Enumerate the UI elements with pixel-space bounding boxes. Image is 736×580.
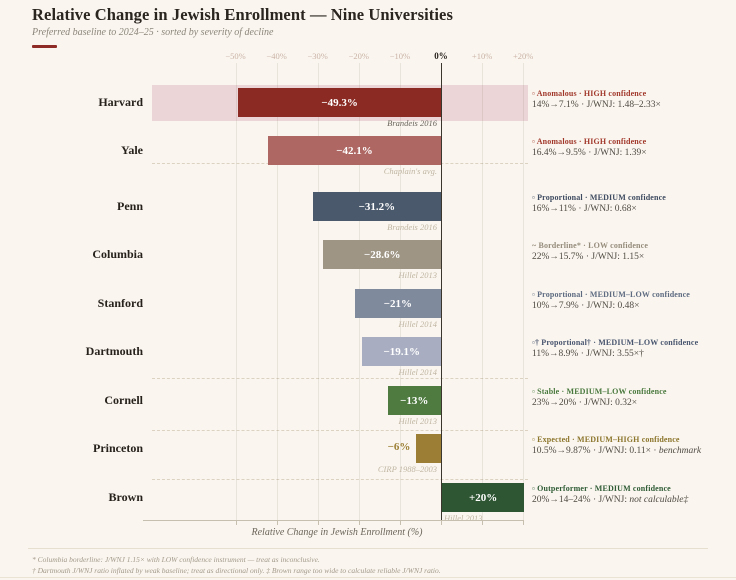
annotation-detail: 10.5%→9.87% · J/WNJ: 0.11× · benchmark (532, 446, 702, 456)
annotation-title: ~ Borderline* · LOW confidence (532, 241, 649, 250)
accent-dash (32, 45, 57, 48)
axis-tick-label: −50% (225, 51, 246, 61)
annotation-brown: ▫ Outperformer · MEDIUM confidence 20%→14… (532, 484, 734, 505)
annotation-title: ▫† Proportional† · MEDIUM–LOW confidence (532, 338, 699, 347)
row-label-princeton: Princeton (93, 441, 143, 455)
bar-value-label: −31.2% (358, 200, 396, 213)
gridline (317, 63, 319, 520)
bar-source-label: Hillel 2013 (398, 416, 437, 426)
bar-value-label: −6% (387, 441, 411, 453)
annotation-title: ▫ Outperformer · MEDIUM confidence (532, 484, 671, 493)
annotation-dartmouth: ▫† Proportional† · MEDIUM–LOW confidence… (532, 338, 734, 359)
group-separator (152, 479, 528, 480)
page-title: Relative Change in Jewish Enrollment — N… (32, 5, 453, 24)
row-label-harvard: Harvard (98, 95, 143, 109)
annotation-title: ▫ Anomalous · HIGH confidence (532, 89, 647, 98)
x-axis-title: Relative Change in Jewish Enrollment (%) (251, 527, 423, 538)
annotation-detail: 10%→7.9% · J/WNJ: 0.48× (532, 301, 640, 311)
row-label-yale: Yale (121, 143, 143, 157)
bar-source-label: CIRP 1988–2003 (377, 464, 437, 474)
annotation-detail: 22%→15.7% · J/WNJ: 1.15× (532, 252, 645, 262)
bar-columbia: −28.6% (323, 240, 441, 269)
axis-tick-mark (399, 520, 401, 525)
row-label-penn: Penn (116, 199, 143, 213)
annotation-harvard: ▫ Anomalous · HIGH confidence 14%→7.1% · … (532, 89, 734, 110)
gridline (523, 63, 525, 520)
axis-tick-mark (523, 520, 525, 525)
row-label-stanford: Stanford (97, 296, 143, 310)
footnote-divider (28, 548, 708, 549)
bar-value-label: −49.3% (321, 96, 358, 109)
bar-source-label: Hillel 2014 (398, 367, 437, 377)
axis-tick-mark (276, 520, 278, 525)
annotation-detail: 16.4%→9.5% · J/WNJ: 1.39× (532, 148, 647, 158)
axis-tick-label: +20% (513, 51, 534, 61)
bar-source-label: Brandeis 2016 (387, 118, 437, 128)
annotation-detail: 11%→8.9% · J/WNJ: 3.55×† (532, 349, 644, 359)
bar-princeton (416, 434, 441, 463)
bar-dartmouth: −19.1% (362, 337, 441, 366)
annotation-princeton: ▫ Expected · MEDIUM–HIGH confidence 10.5%… (532, 435, 734, 456)
annotation-title: ▫ Proportional · MEDIUM confidence (532, 193, 666, 202)
annotation-yale: ▫ Anomalous · HIGH confidence 16.4%→9.5% … (532, 137, 734, 158)
bar-source-label: Hillel 2014 (398, 319, 437, 329)
bar-source-label: Hillel 2013 (398, 270, 437, 280)
axis-tick-label: −20% (348, 51, 369, 61)
annotation-detail: 16%→11% · J/WNJ: 0.68× (532, 204, 637, 214)
axis-tick-label: −40% (266, 51, 287, 61)
bar-value-label: −13% (400, 394, 429, 407)
bar-harvard: −49.3% (238, 88, 441, 117)
group-separator (152, 430, 528, 431)
annotation-title: ▫ Anomalous · HIGH confidence (532, 137, 647, 146)
row-label-brown: Brown (108, 490, 143, 504)
gridline (235, 63, 237, 520)
annotation-penn: ▫ Proportional · MEDIUM confidence 16%→11… (532, 193, 734, 214)
annotation-title: ▫ Proportional · MEDIUM–LOW confidence (532, 290, 691, 299)
bar-source-label: Chaplain's avg. (383, 166, 437, 176)
annotation-detail: 20%→14–24% · J/WNJ: not calculable‡ (532, 495, 689, 505)
axis-tick-label: +10% (471, 51, 493, 61)
bar-value-label: −19.1% (383, 345, 420, 358)
axis-tick-mark (441, 520, 442, 525)
x-axis-line (143, 520, 523, 521)
row-label-cornell: Cornell (104, 393, 143, 407)
axis-tick-label: −30% (307, 51, 328, 61)
row-label-dartmouth: Dartmouth (85, 344, 143, 358)
annotation-detail: 14%→7.1% · J/WNJ: 1.48–2.33× (532, 100, 661, 110)
axis-tick-mark (317, 520, 319, 525)
page-subtitle: Preferred baseline to 2024–25 · sorted b… (32, 27, 274, 38)
footnote-columbia: * Columbia borderline: J/WNJ 1.15× with … (32, 555, 320, 564)
row-label-columbia: Columbia (92, 247, 143, 261)
bar-cornell: −13% (387, 386, 441, 415)
annotation-title: ▫ Stable · MEDIUM–LOW confidence (532, 387, 667, 396)
axis-tick-label: 0% (434, 51, 448, 61)
bar-yale: −42.1% (267, 136, 441, 165)
footnote-dartmouth-brown: † Dartmouth J/WNJ ratio inflated by weak… (32, 566, 441, 575)
annotation-stanford: ▫ Proportional · MEDIUM–LOW confidence 10… (532, 290, 734, 311)
bar-value-label: −28.6% (363, 248, 401, 261)
annotation-columbia: ~ Borderline* · LOW confidence 22%→15.7% … (532, 241, 734, 262)
axis-tick-label: −10% (389, 51, 411, 61)
axis-tick-mark (482, 520, 484, 525)
axis-tick-mark (358, 520, 360, 525)
zero-axis-line (440, 63, 442, 520)
annotation-cornell: ▫ Stable · MEDIUM–LOW confidence 23%→20% … (532, 387, 734, 408)
bar-value-label: +20% (468, 491, 498, 504)
axis-tick-mark (235, 520, 237, 525)
bar-brown: +20% (442, 483, 525, 512)
annotation-detail: 23%→20% · J/WNJ: 0.32× (532, 398, 638, 408)
annotation-title: ▫ Expected · MEDIUM–HIGH confidence (532, 435, 680, 444)
bar-value-label: −21% (383, 297, 412, 310)
bar-source-label: Brandeis 2016 (387, 222, 437, 232)
bar-source-label: Hillel 2013 (444, 513, 483, 523)
bottom-edge-line (0, 577, 736, 578)
group-separator (152, 378, 528, 379)
bar-penn: −31.2% (312, 192, 441, 221)
bar-stanford: −21% (354, 289, 441, 318)
gridline (276, 63, 278, 520)
bar-value-label: −42.1% (336, 144, 373, 157)
gridline (482, 63, 484, 520)
